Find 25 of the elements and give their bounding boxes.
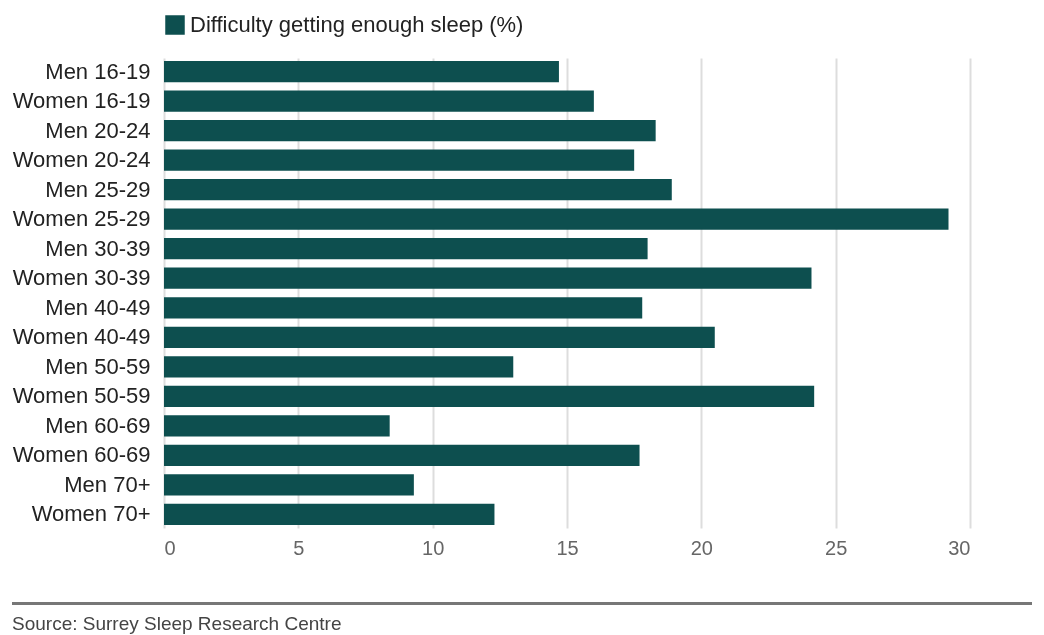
y-tick-label: Men 40-49 (45, 294, 151, 320)
x-tick-label: 25 (825, 536, 848, 559)
y-tick-label: Men 16-19 (45, 58, 151, 84)
x-tick-label: 10 (422, 536, 445, 559)
x-tick-label: 0 (164, 536, 176, 559)
y-tick-label: Men 20-24 (45, 117, 151, 143)
y-tick-label: Women 30-39 (12, 265, 151, 291)
y-tick-label: Men 30-39 (45, 235, 151, 261)
legend-label: Difficulty getting enough sleep (%) (190, 12, 524, 37)
y-tick-label: Women 40-49 (12, 324, 151, 350)
y-tick-label: Women 60-69 (12, 442, 151, 468)
y-tick-label: Women 25-29 (12, 206, 151, 232)
y-tick-label: Women 16-19 (12, 88, 151, 114)
y-tick-label: Women 20-24 (12, 147, 151, 173)
y-tick-label: Men 70+ (64, 471, 151, 497)
source-note: Source: Surrey Sleep Research Centre (12, 602, 1032, 635)
x-tick-label: 15 (556, 536, 579, 559)
y-tick-label: Men 50-59 (45, 353, 151, 379)
x-tick-label: 30 (948, 536, 971, 559)
x-tick-label: 20 (690, 536, 713, 559)
x-tick-label: 5 (293, 536, 305, 559)
y-tick-label: Men 60-69 (45, 412, 151, 438)
y-tick-label: Men 25-29 (45, 176, 151, 202)
y-tick-label: Women 50-59 (12, 383, 151, 409)
y-tick-label: Women 70+ (31, 501, 151, 527)
